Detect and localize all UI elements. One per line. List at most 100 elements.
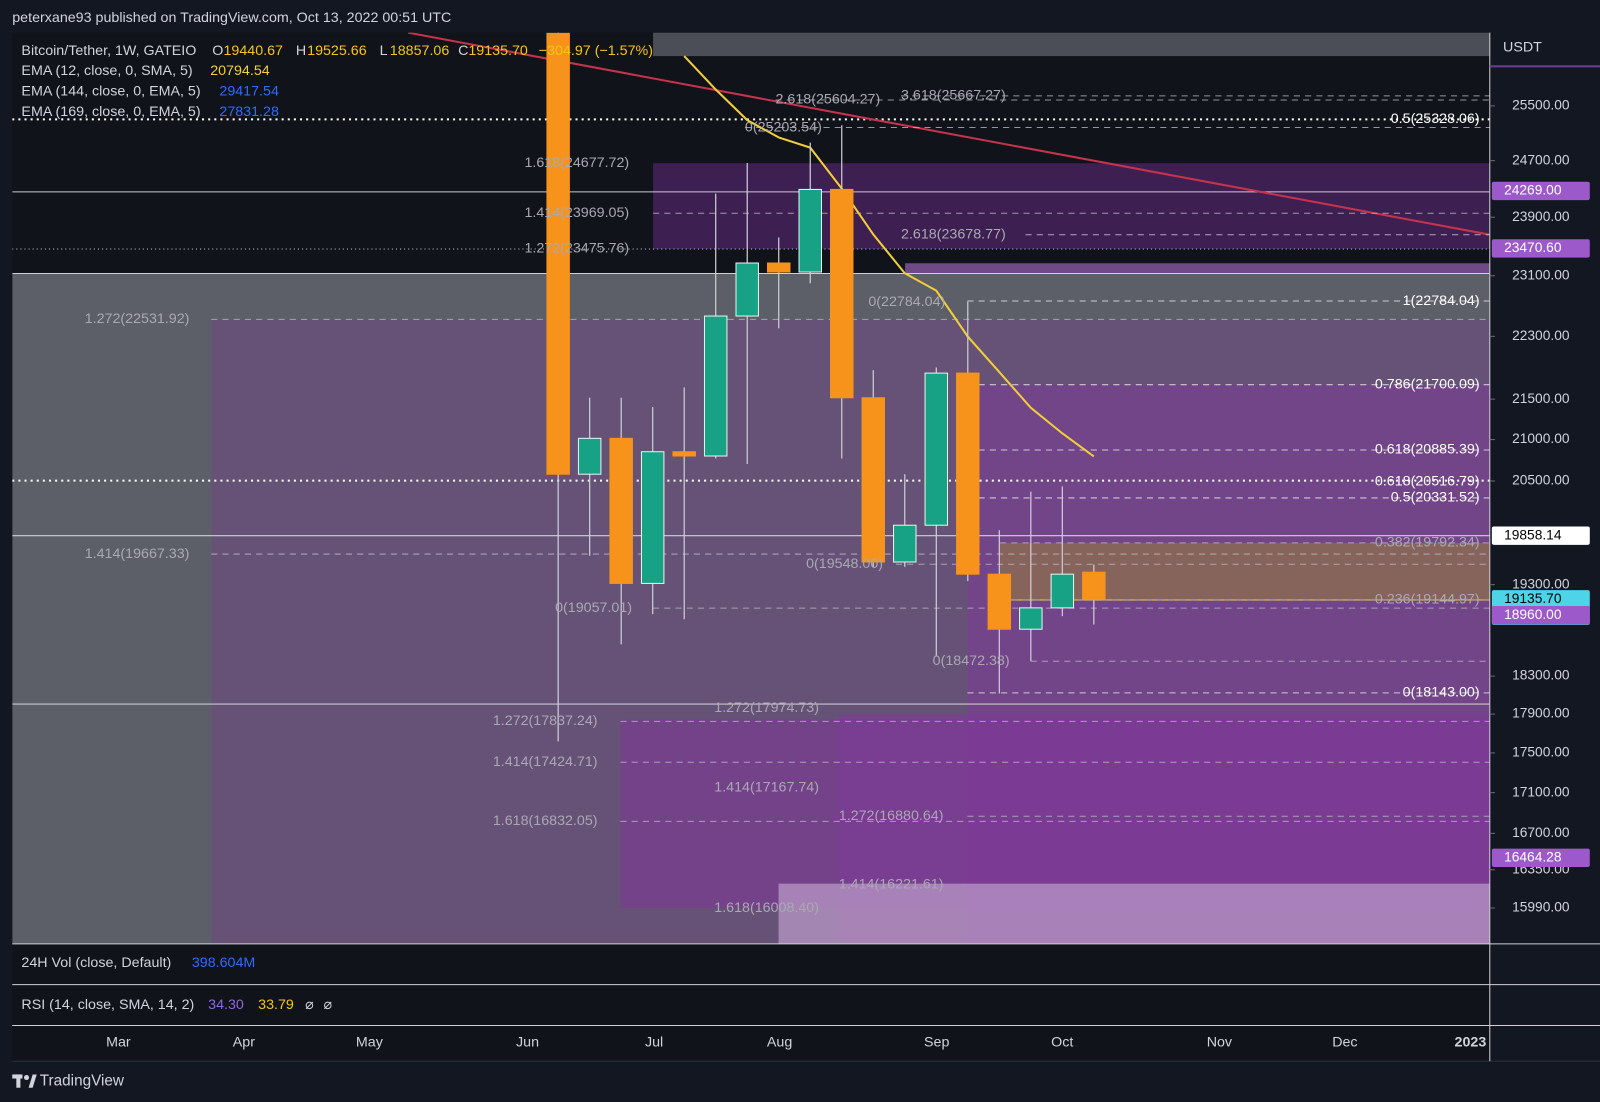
price-badge <box>1491 526 1590 545</box>
rsi-value: 34.30 <box>208 997 244 1013</box>
fib-label: 1.414(17424.71) <box>493 754 598 770</box>
rsi-na: ⌀ <box>323 997 332 1013</box>
fib-label: 1.414(19667.33) <box>85 546 190 562</box>
fib-label: 0(22784.04) <box>868 294 945 310</box>
byline: peterxane93 published on TradingView.com… <box>12 10 451 26</box>
fib-label: 1.272(23475.76) <box>524 241 629 257</box>
y-tick-label: 18300.00 <box>1512 668 1570 683</box>
ohlc-change: −304.97 (−1.57%) <box>539 43 653 59</box>
candle-body <box>609 437 633 584</box>
x-tick-label: Mar <box>106 1035 131 1051</box>
ohlc-value: 19135.70 <box>468 43 528 59</box>
volume-value: 398.604M <box>192 955 255 971</box>
trend-line <box>407 32 1490 236</box>
price-badge-label: 18960.00 <box>1504 607 1562 622</box>
price-badge <box>1491 239 1590 258</box>
ema-line <box>683 55 1095 458</box>
x-tick-label: Apr <box>233 1035 255 1051</box>
y-tick-label: 21000.00 <box>1512 431 1570 446</box>
candle-body <box>798 188 822 273</box>
zone <box>778 883 1490 944</box>
price-badge <box>1491 181 1590 201</box>
drawing-zones <box>12 32 1490 944</box>
price-badge-label: 19135.70 <box>1504 591 1562 606</box>
fib-label: 0.236(19144.97) <box>1375 592 1480 608</box>
fib-label: 0(18143.00) <box>1403 685 1480 701</box>
candle-body <box>735 262 759 317</box>
logo-part <box>23 1074 30 1081</box>
fib-label: 0(19548.00) <box>806 556 883 572</box>
fib-label: 1.618(16832.05) <box>493 813 598 829</box>
y-tick-label: 22300.00 <box>1512 328 1570 343</box>
x-tick-label: Nov <box>1207 1035 1233 1051</box>
candle-body <box>924 372 949 526</box>
candle-body <box>893 524 917 563</box>
brand-logo <box>12 1074 37 1088</box>
y-tick-label: 17500.00 <box>1512 745 1570 760</box>
fib-label: 2.618(25604.27) <box>776 92 881 108</box>
price-badge-label: 23470.60 <box>1504 240 1562 255</box>
symbol: Bitcoin/Tether, 1W, GATEIO <box>21 43 196 59</box>
y-tick-label: 23100.00 <box>1512 267 1570 282</box>
fib-label: 3.618(25667.27) <box>901 88 1006 104</box>
annotations: 2.618(25604.27) 3.618(25667.27) 0.5(25328.… <box>85 88 1480 916</box>
y-tick-label: 17100.00 <box>1512 784 1570 799</box>
logo-part <box>28 1074 37 1088</box>
legend-name: EMA (144, close, 0, EMA, 5) <box>21 84 200 100</box>
candle-body <box>703 315 728 457</box>
legend-value: 27831.28 <box>219 104 279 120</box>
y-tick-label: 16700.00 <box>1512 825 1570 840</box>
price-badge <box>1491 848 1590 867</box>
ohlc-key: C <box>458 43 468 59</box>
zone <box>653 32 1490 57</box>
zone <box>1000 542 1490 600</box>
logo-part <box>16 1074 21 1088</box>
series-layer <box>683 55 1095 458</box>
y-tick-label: 25500.00 <box>1512 98 1570 113</box>
rsi-na: ⌀ <box>305 997 314 1013</box>
fib-label: 2.618(23678.77) <box>901 226 1006 242</box>
price-badge <box>1491 606 1590 625</box>
ohlc-value: 19525.66 <box>307 43 367 59</box>
fib-label: 0.5(20331.52) <box>1391 490 1480 506</box>
zone <box>653 163 1490 249</box>
ohlc-value: 19440.67 <box>223 43 283 59</box>
fib-label: 0(19057.01) <box>555 600 632 616</box>
candle-body <box>987 573 1012 630</box>
candle-body <box>1050 573 1075 609</box>
y-tick-label: 20500.00 <box>1512 473 1570 488</box>
legend-value: 20794.54 <box>210 63 270 79</box>
x-tick-label: Sep <box>924 1035 949 1051</box>
fib-label: 1.272(17974.73) <box>714 700 819 716</box>
fib-label: 0.382(19792.34) <box>1375 535 1480 551</box>
fib-label: 0(18472.38) <box>933 653 1010 669</box>
ohlc-key: H <box>296 43 306 59</box>
candle-body <box>640 451 665 584</box>
y-tick-label: 21500.00 <box>1512 391 1570 406</box>
zone <box>905 263 1490 274</box>
candle-body <box>766 262 791 273</box>
x-tick-label: 2023 <box>1455 1035 1487 1051</box>
y-tick-label: 19300.00 <box>1512 576 1570 591</box>
x-tick-label: Dec <box>1332 1035 1357 1051</box>
ohlc-key: L <box>380 43 388 59</box>
fib-label: 1.618(16008.40) <box>714 900 819 916</box>
candle-body <box>861 397 885 563</box>
candle-body <box>956 372 980 575</box>
rsi-value: 33.79 <box>258 997 294 1013</box>
legend-name: EMA (12, close, 0, SMA, 5) <box>21 63 192 79</box>
y-tick-label: 24700.00 <box>1512 152 1570 167</box>
ohlc-value: 18857.06 <box>390 43 450 59</box>
price-badge-label: 16464.28 <box>1504 849 1562 864</box>
y-tick-label: 15990.00 <box>1512 900 1570 915</box>
candle-body <box>577 437 602 475</box>
annotation-lines <box>211 95 1490 822</box>
fib-label: 1.272(22531.92) <box>85 311 190 327</box>
x-tick-label: Jul <box>645 1035 663 1051</box>
candle-body <box>830 188 854 399</box>
candle-body <box>1082 571 1106 600</box>
y-tick-label: 17900.00 <box>1512 706 1570 721</box>
fib-label: 1.272(17837.24) <box>493 713 598 729</box>
fib-label: 0.5(25328.06) <box>1391 111 1480 127</box>
